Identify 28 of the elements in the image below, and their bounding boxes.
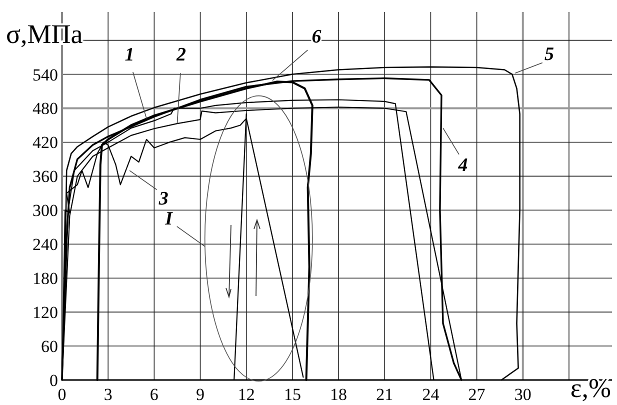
y-tick-label: 360 bbox=[32, 167, 58, 186]
x-tick-label: 6 bbox=[150, 385, 158, 404]
x-tick-label: 27 bbox=[468, 385, 486, 404]
annotation: 5 bbox=[544, 44, 554, 66]
y-tick-label: 480 bbox=[32, 99, 58, 118]
y-tick-label: 180 bbox=[32, 269, 58, 288]
annotation: 2 bbox=[175, 44, 186, 66]
x-tick-label: 12 bbox=[238, 385, 255, 404]
y-tick-label: 540 bbox=[32, 65, 58, 84]
x-tick-label: 24 bbox=[422, 385, 440, 404]
y-tick-label: 240 bbox=[32, 235, 58, 254]
x-axis-title: ε,% bbox=[570, 373, 611, 403]
y-tick-label: 120 bbox=[32, 303, 58, 322]
x-tick-label: 30 bbox=[514, 385, 532, 404]
annotation: I bbox=[164, 208, 174, 230]
y-tick-label: 300 bbox=[32, 201, 58, 220]
y-tick-label: 420 bbox=[32, 133, 58, 152]
x-tick-label: 15 bbox=[284, 385, 301, 404]
annotation: 3 bbox=[158, 188, 168, 210]
y-tick-label: 0 bbox=[50, 371, 58, 390]
annotation: 1 bbox=[124, 44, 134, 66]
x-tick-label: 21 bbox=[376, 385, 394, 404]
x-tick-label: 9 bbox=[196, 385, 205, 404]
annotation: 4 bbox=[457, 155, 468, 176]
y-tick-label: 60 bbox=[41, 337, 58, 356]
x-tick-label: 18 bbox=[330, 385, 348, 404]
x-tick-label: 3 bbox=[104, 385, 112, 404]
y-axis-title: σ,МПа bbox=[6, 19, 83, 49]
